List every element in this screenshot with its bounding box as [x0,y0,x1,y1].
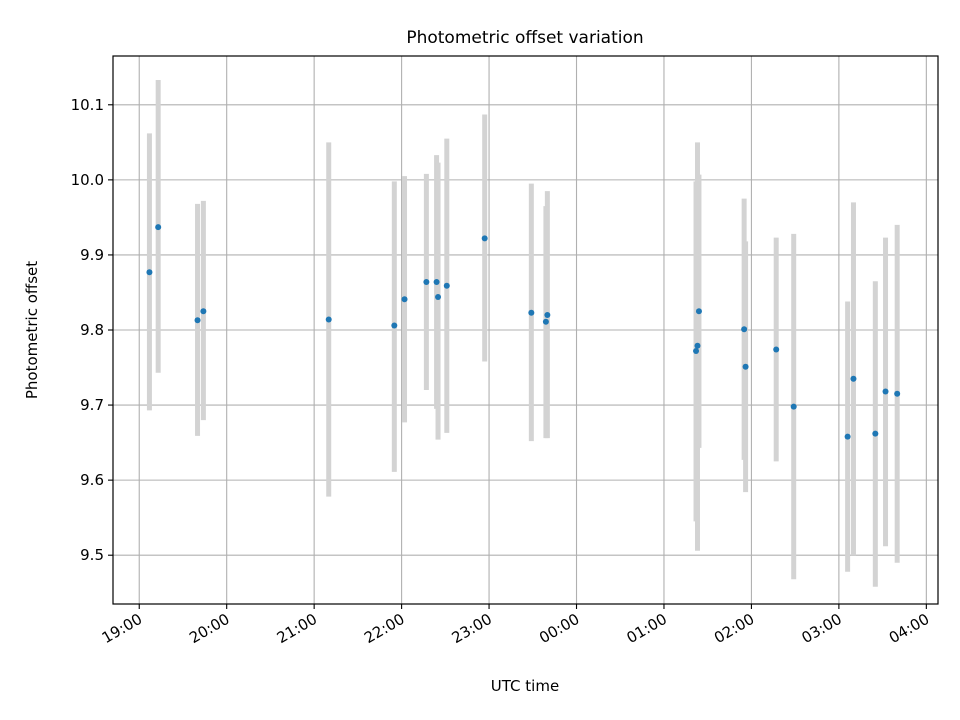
data-point [391,322,398,329]
x-tick-label: 00:00 [536,610,582,647]
data-point [882,388,889,395]
x-tick-label: 20:00 [186,610,232,647]
y-tick-label: 9.6 [80,471,104,489]
data-point [200,308,207,315]
y-tick-label: 10.1 [71,96,104,114]
data-point [741,326,748,333]
y-tick-label: 10.0 [71,171,104,189]
errorbar-layer [146,80,900,587]
y-axis-label: Photometric offset [23,261,41,399]
x-tick-label: 22:00 [361,610,407,647]
x-tick-label: 03:00 [798,610,844,647]
data-point [844,433,851,440]
y-tick-label: 9.8 [80,321,104,339]
data-point [693,348,700,355]
chart-title: Photometric offset variation [406,28,643,48]
data-point [435,293,442,300]
y-tick-label: 9.9 [80,246,104,264]
data-point [872,430,879,437]
data-point [325,316,332,323]
data-point [694,342,701,349]
data-point [894,390,901,397]
y-tick-label: 9.5 [80,546,104,564]
data-point [146,269,153,276]
x-tick-label: 04:00 [886,610,932,647]
x-tick-label: 02:00 [711,610,757,647]
y-tick-label: 9.7 [80,396,104,414]
data-point [742,363,749,370]
data-point [401,296,408,303]
grid-layer [113,56,938,604]
x-tick-label: 23:00 [449,610,495,647]
point-layer [146,224,901,440]
data-point [528,309,535,316]
data-point [542,318,549,325]
data-point [790,403,797,410]
data-point [695,308,702,315]
x-tick-label: 21:00 [274,610,320,647]
data-point [544,311,551,318]
x-tick-label: 19:00 [99,610,145,647]
data-point [850,375,857,382]
data-point [433,278,440,285]
data-point [194,317,201,324]
data-point [423,278,430,285]
x-axis-label: UTC time [491,677,559,695]
data-point [155,224,162,231]
data-point [443,282,450,289]
data-point [481,235,488,242]
data-point [773,346,780,353]
x-tick-label: 01:00 [624,610,670,647]
